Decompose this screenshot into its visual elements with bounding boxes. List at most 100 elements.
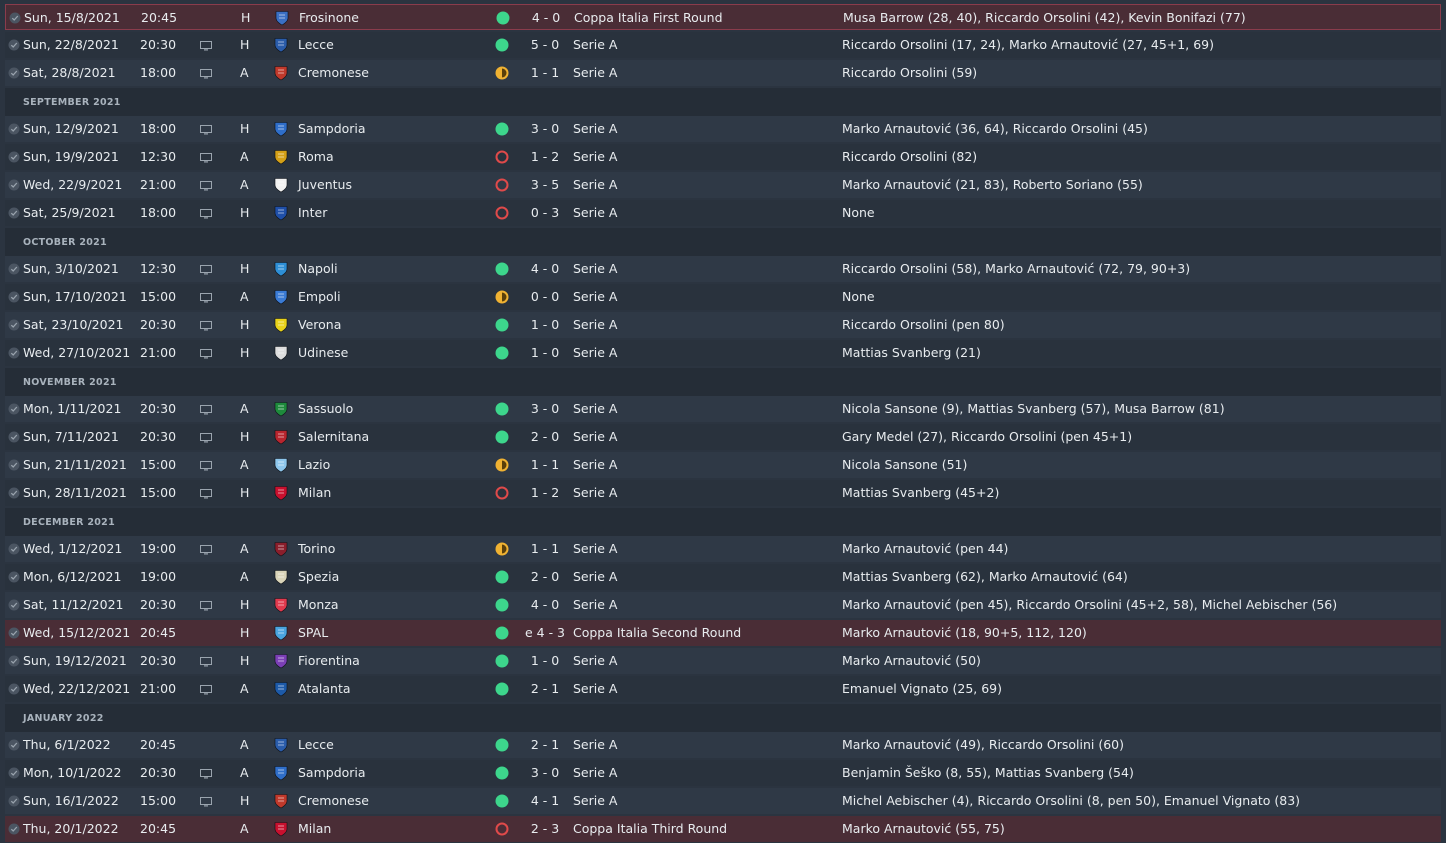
- opponent-name[interactable]: Monza: [298, 597, 339, 612]
- opponent-name[interactable]: Lecce: [298, 737, 334, 752]
- fixture-row[interactable]: Sun, 28/11/2021 15:00 H Milan 1 - 2 Serie A Ma…: [5, 480, 1441, 506]
- competition-name[interactable]: Coppa Italia First Round: [574, 10, 723, 25]
- match-score[interactable]: 1 - 1: [530, 541, 560, 556]
- match-score[interactable]: 4 - 1: [530, 793, 560, 808]
- opponent-name[interactable]: Juventus: [298, 177, 352, 192]
- fixture-row[interactable]: Sun, 7/11/2021 20:30 H Salernitana 2 - 0 Seri…: [5, 424, 1441, 450]
- match-score[interactable]: 3 - 0: [530, 121, 560, 136]
- match-score[interactable]: 4 - 0: [530, 597, 560, 612]
- competition-name[interactable]: Serie A: [573, 569, 618, 584]
- match-score[interactable]: 1 - 1: [530, 457, 560, 472]
- fixture-row[interactable]: Wed, 22/9/2021 21:00 A Juventus 3 - 5 Serie A…: [5, 172, 1441, 198]
- match-score[interactable]: 0 - 3: [530, 205, 560, 220]
- competition-name[interactable]: Serie A: [573, 681, 618, 696]
- competition-name[interactable]: Serie A: [573, 65, 618, 80]
- fixture-row[interactable]: Mon, 1/11/2021 20:30 A Sassuolo 3 - 0 Serie A…: [5, 396, 1441, 422]
- opponent-name[interactable]: Sampdoria: [298, 765, 366, 780]
- match-score[interactable]: 1 - 2: [530, 485, 560, 500]
- opponent-name[interactable]: Roma: [298, 149, 334, 164]
- fixture-row[interactable]: Mon, 10/1/2022 20:30 A Sampdoria 3 - 0 Serie …: [5, 760, 1441, 786]
- opponent-name[interactable]: Cremonese: [298, 65, 369, 80]
- competition-name[interactable]: Serie A: [573, 653, 618, 668]
- opponent-name[interactable]: Spezia: [298, 569, 340, 584]
- competition-name[interactable]: Serie A: [573, 541, 618, 556]
- match-score[interactable]: 4 - 0: [531, 10, 561, 25]
- fixture-row[interactable]: Sun, 22/8/2021 20:30 H Lecce 5 - 0 Serie A Ric…: [5, 32, 1441, 58]
- fixture-row[interactable]: Sat, 23/10/2021 20:30 H Verona 1 - 0 Serie A R…: [5, 312, 1441, 338]
- opponent-name[interactable]: Frosinone: [299, 10, 359, 25]
- match-score[interactable]: 3 - 0: [530, 401, 560, 416]
- competition-name[interactable]: Serie A: [573, 317, 618, 332]
- fixture-row[interactable]: Sun, 12/9/2021 18:00 H Sampdoria 3 - 0 Serie …: [5, 116, 1441, 142]
- fixture-row[interactable]: Sun, 15/8/2021 20:45 H Frosinone 4 - 0 Coppa …: [5, 4, 1441, 30]
- fixture-row[interactable]: Wed, 27/10/2021 21:00 H Udinese 1 - 0 Serie A…: [5, 340, 1441, 366]
- fixture-row[interactable]: Sun, 16/1/2022 15:00 H Cremonese 4 - 1 Serie …: [5, 788, 1441, 814]
- match-score[interactable]: 3 - 0: [530, 765, 560, 780]
- opponent-name[interactable]: Napoli: [298, 261, 338, 276]
- competition-name[interactable]: Serie A: [573, 597, 618, 612]
- fixture-row[interactable]: Sun, 21/11/2021 15:00 A Lazio 1 - 1 Serie A Ni…: [5, 452, 1441, 478]
- competition-name[interactable]: Serie A: [573, 37, 618, 52]
- opponent-name[interactable]: Torino: [298, 541, 336, 556]
- match-score[interactable]: 3 - 5: [530, 177, 560, 192]
- opponent-name[interactable]: Sampdoria: [298, 121, 366, 136]
- competition-name[interactable]: Serie A: [573, 205, 618, 220]
- competition-name[interactable]: Serie A: [573, 345, 618, 360]
- competition-name[interactable]: Serie A: [573, 765, 618, 780]
- competition-name[interactable]: Serie A: [573, 401, 618, 416]
- match-score[interactable]: 1 - 0: [530, 345, 560, 360]
- opponent-name[interactable]: Udinese: [298, 345, 349, 360]
- competition-name[interactable]: Serie A: [573, 457, 618, 472]
- competition-name[interactable]: Serie A: [573, 793, 618, 808]
- match-score[interactable]: e 4 - 3: [524, 625, 566, 640]
- competition-name[interactable]: Serie A: [573, 429, 618, 444]
- competition-name[interactable]: Coppa Italia Second Round: [573, 625, 742, 640]
- competition-name[interactable]: Serie A: [573, 149, 618, 164]
- match-score[interactable]: 2 - 1: [530, 681, 560, 696]
- fixture-row[interactable]: Sat, 28/8/2021 18:00 A Cremonese 1 - 1 Serie …: [5, 60, 1441, 86]
- fixture-row[interactable]: Mon, 6/12/2021 19:00 A Spezia 2 - 0 Serie A Ma…: [5, 564, 1441, 590]
- fixture-row[interactable]: Thu, 20/1/2022 20:45 A Milan 2 - 3 Coppa Ital…: [5, 816, 1441, 842]
- fixture-row[interactable]: Sat, 25/9/2021 18:00 H Inter 0 - 3 Serie A Non…: [5, 200, 1441, 226]
- opponent-name[interactable]: Lecce: [298, 37, 334, 52]
- opponent-name[interactable]: Verona: [298, 317, 342, 332]
- match-score[interactable]: 1 - 2: [530, 149, 560, 164]
- opponent-name[interactable]: Cremonese: [298, 793, 369, 808]
- fixture-row[interactable]: Sun, 19/9/2021 12:30 A Roma 1 - 2 Serie A Ricc…: [5, 144, 1441, 170]
- opponent-name[interactable]: Empoli: [298, 289, 341, 304]
- fixture-row[interactable]: Sun, 19/12/2021 20:30 H Fiorentina 1 - 0 Seri…: [5, 648, 1441, 674]
- match-score[interactable]: 2 - 0: [530, 569, 560, 584]
- competition-name[interactable]: Serie A: [573, 289, 618, 304]
- match-score[interactable]: 2 - 1: [530, 737, 560, 752]
- match-score[interactable]: 0 - 0: [530, 289, 560, 304]
- fixture-row[interactable]: Sun, 17/10/2021 15:00 A Empoli 0 - 0 Serie A N…: [5, 284, 1441, 310]
- opponent-name[interactable]: SPAL: [298, 625, 329, 640]
- match-score[interactable]: 5 - 0: [530, 37, 560, 52]
- competition-name[interactable]: Serie A: [573, 121, 618, 136]
- opponent-name[interactable]: Lazio: [298, 457, 331, 472]
- match-score[interactable]: 1 - 1: [530, 65, 560, 80]
- fixture-row[interactable]: Sun, 3/10/2021 12:30 H Napoli 4 - 0 Serie A Ri…: [5, 256, 1441, 282]
- match-score[interactable]: 4 - 0: [530, 261, 560, 276]
- competition-name[interactable]: Coppa Italia Third Round: [573, 821, 728, 836]
- fixture-row[interactable]: Thu, 6/1/2022 20:45 A Lecce 2 - 1 Serie A Mark…: [5, 732, 1441, 758]
- opponent-name[interactable]: Inter: [298, 205, 328, 220]
- fixture-row[interactable]: Sat, 11/12/2021 20:30 H Monza 4 - 0 Serie A Ma…: [5, 592, 1441, 618]
- opponent-name[interactable]: Milan: [298, 821, 332, 836]
- fixture-row[interactable]: Wed, 1/12/2021 19:00 A Torino 1 - 1 Serie A Ma…: [5, 536, 1441, 562]
- opponent-name[interactable]: Sassuolo: [298, 401, 354, 416]
- opponent-name[interactable]: Milan: [298, 485, 332, 500]
- match-score[interactable]: 1 - 0: [530, 653, 560, 668]
- opponent-name[interactable]: Fiorentina: [298, 653, 360, 668]
- match-score[interactable]: 1 - 0: [530, 317, 560, 332]
- competition-name[interactable]: Serie A: [573, 485, 618, 500]
- competition-name[interactable]: Serie A: [573, 177, 618, 192]
- competition-name[interactable]: Serie A: [573, 261, 618, 276]
- fixture-row[interactable]: Wed, 22/12/2021 21:00 A Atalanta 2 - 1 Serie …: [5, 676, 1441, 702]
- match-score[interactable]: 2 - 3: [530, 821, 560, 836]
- opponent-name[interactable]: Salernitana: [298, 429, 370, 444]
- opponent-name[interactable]: Atalanta: [298, 681, 351, 696]
- match-score[interactable]: 2 - 0: [530, 429, 560, 444]
- competition-name[interactable]: Serie A: [573, 737, 618, 752]
- fixture-row[interactable]: Wed, 15/12/2021 20:45 H SPAL e 4 - 3 Coppa It…: [5, 620, 1441, 646]
